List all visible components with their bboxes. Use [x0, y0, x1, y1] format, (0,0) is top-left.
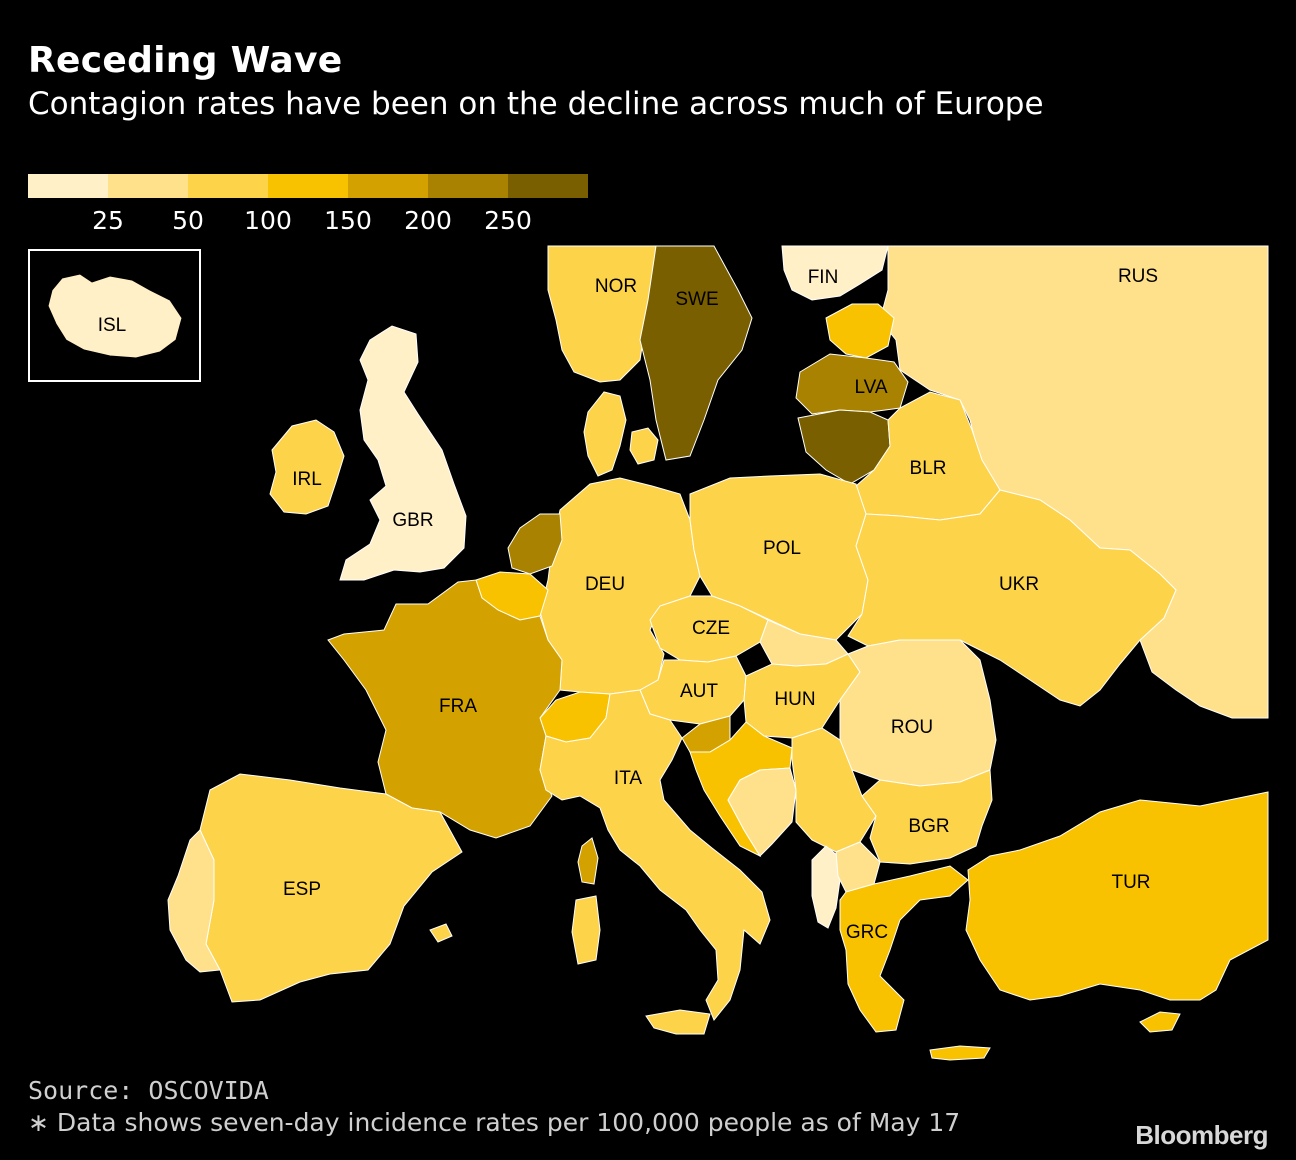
- country-irl: [269, 419, 345, 515]
- legend-swatch-0: [28, 174, 108, 198]
- label-deu: DEU: [585, 574, 625, 595]
- crete-island: [929, 1045, 991, 1061]
- cyprus-island: [1139, 1011, 1181, 1033]
- label-aut: AUT: [680, 681, 718, 702]
- country-dnk-islands: [629, 427, 659, 465]
- legend-tick-100: 100: [244, 206, 292, 235]
- legend-swatch-2: [188, 174, 268, 198]
- country-tur: [965, 791, 1269, 1001]
- country-est: [825, 303, 895, 359]
- country-nor: [547, 245, 657, 383]
- country-ita: [539, 689, 771, 1021]
- legend-tick-150: 150: [324, 206, 372, 235]
- legend-tick-50: 50: [172, 206, 204, 235]
- legend-swatch-5: [428, 174, 508, 198]
- label-gbr: GBR: [392, 510, 433, 531]
- country-fra: [327, 579, 563, 839]
- label-rou: ROU: [891, 717, 933, 738]
- label-isl: ISL: [98, 315, 127, 336]
- country-alb: [811, 845, 841, 929]
- country-fin: [781, 245, 889, 301]
- label-grc: GRC: [846, 922, 888, 943]
- data-footnote: ∗ Data shows seven-day incidence rates p…: [28, 1108, 961, 1137]
- legend-tick-250: 250: [484, 206, 532, 235]
- iceland-inset-frame: [28, 249, 201, 382]
- country-bgr: [861, 769, 993, 865]
- legend-tick-200: 200: [404, 206, 452, 235]
- country-gbr: [339, 325, 467, 581]
- country-prt: [167, 829, 221, 973]
- label-bgr: BGR: [908, 816, 949, 837]
- label-fra: FRA: [439, 696, 477, 717]
- legend-tick-25: 25: [92, 206, 124, 235]
- legend-swatch-4: [348, 174, 428, 198]
- legend-swatch-1: [108, 174, 188, 198]
- country-isl: [47, 273, 183, 359]
- country-ukr: [847, 489, 1177, 707]
- country-ita-sardinia: [571, 895, 601, 965]
- chart-subtitle: Contagion rates have been on the decline…: [28, 86, 1044, 122]
- label-irl: IRL: [292, 469, 322, 490]
- label-cze: CZE: [692, 618, 730, 639]
- label-blr: BLR: [910, 458, 947, 479]
- source-note: Source: OSCOVIDA: [28, 1076, 269, 1105]
- label-esp: ESP: [283, 879, 321, 900]
- country-lva: [795, 353, 909, 415]
- country-dnk: [583, 391, 627, 477]
- label-ita: ITA: [614, 768, 642, 789]
- country-nld: [507, 513, 563, 575]
- country-fra-corsica: [577, 837, 599, 885]
- label-tur: TUR: [1111, 872, 1150, 893]
- country-swe: [639, 245, 753, 461]
- legend-swatch-3: [268, 174, 348, 198]
- country-grc: [839, 865, 969, 1033]
- bloomberg-logo: Bloomberg: [1135, 1120, 1268, 1150]
- label-fin: FIN: [808, 267, 839, 288]
- label-pol: POL: [763, 538, 801, 559]
- label-nor: NOR: [595, 276, 637, 297]
- country-esp-balearics: [429, 923, 453, 943]
- label-rus: RUS: [1118, 266, 1158, 287]
- country-rou: [839, 639, 997, 787]
- country-ita-sicily: [645, 1009, 711, 1035]
- chart-title: Receding Wave: [28, 40, 343, 81]
- country-pol: [689, 473, 869, 641]
- label-hun: HUN: [774, 689, 815, 710]
- label-swe: SWE: [675, 289, 718, 310]
- label-lva: LVA: [854, 377, 887, 398]
- label-ukr: UKR: [999, 574, 1039, 595]
- country-bih: [727, 767, 797, 857]
- legend-swatch-6: [508, 174, 588, 198]
